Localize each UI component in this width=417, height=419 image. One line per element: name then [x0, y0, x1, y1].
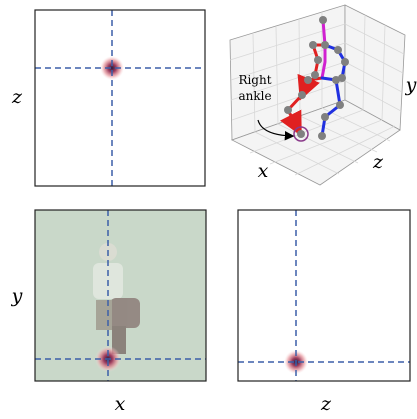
- panel-background: [35, 10, 205, 186]
- annotation-line: Right: [238, 73, 271, 87]
- panel-bottom-left: y x: [11, 210, 206, 415]
- y-axis-label: z: [11, 86, 23, 108]
- z-axis-label: z: [372, 151, 384, 173]
- panel-top-left: z: [11, 10, 205, 186]
- y-axis-label: y: [11, 285, 23, 307]
- figure: z: [0, 0, 417, 419]
- x-axis-label: x: [115, 393, 126, 415]
- y-axis-label: y: [405, 74, 417, 96]
- panel-3d: Right ankle x z y: [230, 5, 417, 185]
- annotation-line: ankle: [238, 89, 271, 103]
- x-axis-label: x: [258, 160, 269, 182]
- panel-bottom-right: z: [238, 210, 410, 415]
- x-axis-label: z: [320, 393, 332, 415]
- panel-background: [238, 210, 410, 381]
